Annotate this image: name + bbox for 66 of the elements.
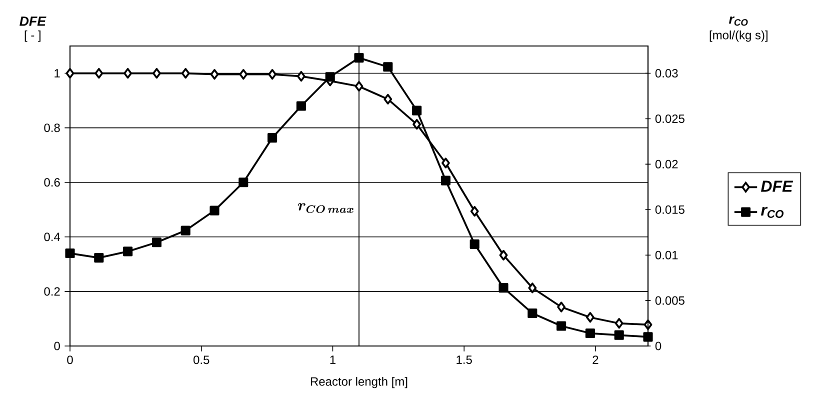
legend-label: r$_{CO}$	[760, 206, 784, 218]
point	[239, 69, 248, 80]
y2-tick-label: 0.02	[655, 160, 678, 168]
point	[383, 62, 393, 72]
point	[66, 68, 74, 79]
y-tick-label: 0.4	[44, 232, 60, 242]
point	[586, 312, 594, 323]
ref-line-label: $r_{CO\,max}$	[298, 203, 354, 213]
y-tick-label: 0.2	[44, 287, 60, 296]
y-tick-label: 0	[54, 342, 60, 350]
text: [ - ]	[24, 30, 40, 42]
point	[238, 178, 248, 188]
point	[268, 133, 278, 143]
y-axis-title: DFE	[20, 16, 46, 26]
point	[268, 69, 277, 80]
point	[614, 318, 624, 329]
point	[296, 101, 306, 111]
point	[181, 68, 190, 79]
point	[94, 68, 104, 79]
point	[585, 328, 595, 338]
x-tick-label: 1.5	[456, 356, 472, 364]
point	[499, 250, 508, 260]
y2-tick-label: 0.03	[655, 69, 678, 78]
point	[180, 226, 190, 236]
y-tick-label: 0.8	[44, 124, 60, 132]
y-tick-label: 1	[54, 69, 60, 78]
point	[412, 118, 422, 130]
legend-label: DFE	[760, 180, 794, 192]
point	[614, 330, 624, 340]
x-tick-label: 1	[330, 356, 336, 364]
point	[325, 72, 335, 82]
y2-tick-label: 0.005	[655, 296, 684, 305]
point	[498, 283, 508, 293]
y2-tick-label: 0.01	[655, 250, 678, 260]
point	[384, 94, 392, 104]
text: [mol/(kg s)]	[710, 30, 768, 42]
point	[412, 106, 422, 116]
x-tick-label: 0	[67, 356, 73, 364]
point	[470, 239, 480, 249]
point	[557, 302, 566, 312]
point	[556, 321, 566, 331]
point	[643, 332, 653, 342]
point	[210, 69, 219, 80]
y2-axis-title: r$_{CO}$	[728, 16, 748, 26]
point	[65, 248, 75, 258]
point	[296, 70, 306, 82]
point	[470, 206, 479, 217]
y2-tick-label: 0	[655, 342, 662, 350]
point	[440, 176, 450, 186]
point	[123, 246, 133, 256]
point	[210, 206, 220, 216]
point	[354, 53, 364, 63]
point	[528, 282, 537, 294]
x-axis-title: Reactor length [m]	[310, 376, 408, 388]
x-tick-label: 2	[592, 356, 598, 364]
point	[152, 238, 162, 248]
point	[354, 81, 364, 92]
y2-tick-label: 0.025	[655, 114, 684, 123]
point	[124, 68, 132, 79]
point	[441, 158, 450, 168]
y-tick-label: 0.6	[44, 178, 60, 187]
x-tick-label: 0.5	[194, 356, 210, 364]
point	[94, 253, 104, 263]
point	[528, 308, 538, 318]
y2-tick-label: 0.015	[655, 205, 684, 214]
point	[152, 68, 161, 79]
